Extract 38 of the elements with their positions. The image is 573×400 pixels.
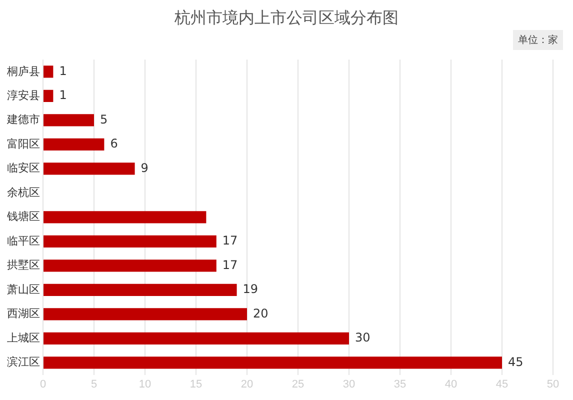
data-label: 1 — [59, 64, 67, 78]
data-label: 6 — [110, 136, 118, 151]
bar — [44, 284, 237, 296]
y-tick-label: 富阳区 — [7, 137, 40, 150]
bar — [44, 235, 216, 248]
bar — [44, 66, 54, 78]
bar — [44, 308, 247, 320]
data-label: 19 — [242, 282, 258, 296]
bar — [44, 138, 104, 151]
y-tick-label: 钱塘区 — [6, 210, 40, 224]
y-tick-label: 西湖区 — [7, 308, 40, 320]
data-label: 1 — [59, 88, 67, 102]
data-label: 5 — [100, 112, 108, 126]
y-tick-label: 余杭区 — [7, 186, 40, 199]
y-tick-label: 萧山区 — [7, 282, 40, 296]
data-label: 45 — [508, 354, 524, 369]
bar — [44, 332, 349, 344]
data-label: 17 — [222, 234, 238, 248]
chart-title: 杭州市境内上市公司区域分布图 — [174, 8, 400, 29]
bar — [44, 162, 135, 175]
y-tick-label: 拱墅区 — [7, 260, 40, 272]
data-label: 9 — [140, 160, 148, 175]
bar — [44, 90, 54, 102]
y-tick-label: 临平区 — [7, 235, 40, 248]
text: 单位：家 — [513, 30, 563, 50]
bar — [44, 356, 502, 369]
data-label: 20 — [253, 306, 268, 320]
data-label: 30 — [355, 330, 370, 345]
y-tick-label: 淳安县 — [7, 89, 40, 102]
y-tick-label: 上城区 — [7, 331, 40, 344]
y-tick-label: 桐庐县 — [6, 64, 40, 78]
data-label: 17 — [222, 258, 238, 272]
bar — [44, 114, 94, 126]
y-tick-label: 滨江区 — [7, 356, 40, 369]
y-tick-label: 临安区 — [7, 162, 40, 175]
bar — [44, 260, 216, 272]
y-tick-label: 建德市 — [6, 113, 40, 126]
bar — [44, 211, 206, 224]
